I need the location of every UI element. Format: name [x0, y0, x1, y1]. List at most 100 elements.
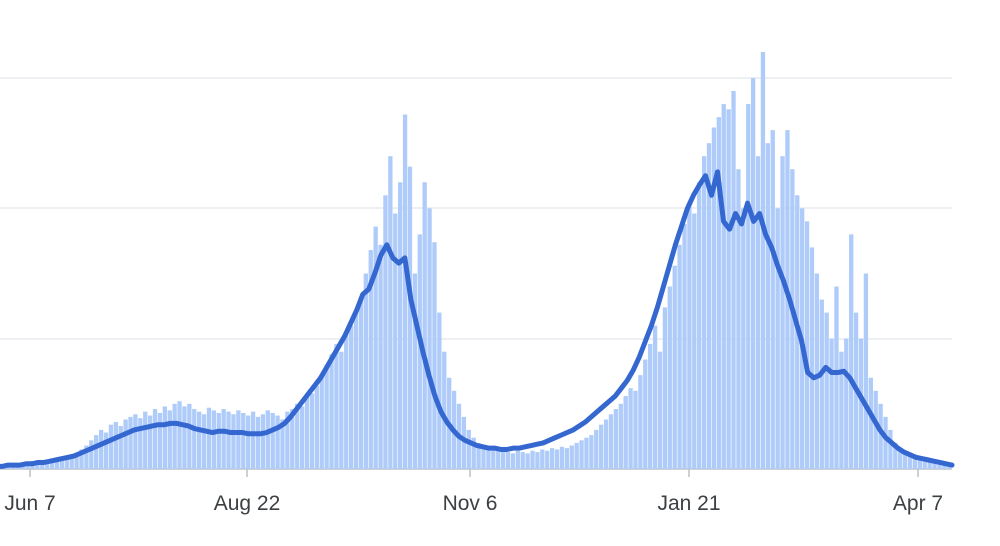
daily-bar — [304, 396, 310, 469]
daily-bar — [398, 182, 403, 469]
daily-bar — [809, 247, 815, 469]
daily-bar — [412, 273, 418, 469]
daily-bar — [878, 403, 883, 469]
daily-bar — [437, 312, 442, 469]
daily-bar — [505, 452, 511, 469]
daily-bar — [942, 463, 947, 469]
daily-bar — [716, 117, 721, 469]
daily-bar — [275, 415, 280, 469]
daily-bar — [270, 412, 275, 469]
daily-bar — [133, 414, 138, 469]
daily-bar — [177, 401, 182, 469]
daily-bar — [486, 448, 491, 469]
daily-bar — [780, 156, 785, 469]
daily-bar — [608, 414, 614, 469]
daily-bar — [5, 466, 11, 469]
daily-bar — [285, 411, 290, 469]
daily-bar — [172, 403, 177, 469]
daily-bar — [574, 442, 579, 469]
daily-bar — [358, 296, 364, 469]
daily-bar — [417, 234, 422, 469]
daily-bar — [559, 446, 565, 469]
x-axis: Jun 7 Aug 22 Nov 6 Jan 21 Apr 7 — [4, 469, 943, 515]
daily-bar — [344, 333, 349, 469]
daily-bar — [741, 208, 746, 469]
average-line-layer — [0, 169, 955, 469]
daily-bar — [393, 213, 398, 469]
daily-bar — [388, 156, 393, 469]
daily-bar — [883, 416, 888, 469]
daily-bar — [113, 422, 118, 469]
daily-bar — [54, 459, 60, 469]
daily-bar — [922, 458, 927, 469]
daily-bar — [672, 265, 677, 469]
daily-bar — [844, 338, 849, 469]
daily-bar — [35, 462, 40, 469]
daily-bar — [819, 299, 824, 469]
daily-bar — [927, 459, 932, 469]
daily-bar — [569, 445, 574, 469]
daily-bar — [623, 396, 628, 469]
daily-bar — [775, 208, 780, 469]
daily-bar — [697, 182, 702, 469]
daily-bar — [432, 242, 437, 469]
daily-bar — [667, 286, 672, 469]
x-tick-label: Apr 7 — [893, 492, 943, 515]
daily-bar — [628, 388, 633, 469]
daily-bar — [907, 453, 913, 469]
daily-bar — [192, 409, 197, 469]
daily-bar — [731, 91, 736, 469]
daily-bar — [260, 414, 266, 469]
daily-bar — [98, 429, 104, 469]
daily-bar — [804, 221, 810, 469]
daily-bar — [147, 415, 153, 469]
daily-bar — [197, 411, 202, 469]
daily-bar — [201, 414, 207, 469]
daily-bar — [84, 445, 89, 469]
daily-bar — [59, 457, 65, 469]
daily-bar — [579, 440, 584, 469]
daily-bar — [721, 104, 726, 469]
daily-bar — [510, 453, 516, 469]
daily-bar — [932, 461, 937, 469]
daily-bar — [662, 307, 668, 469]
daily-bar — [157, 412, 163, 469]
daily-bar — [64, 458, 69, 469]
daily-bar — [481, 445, 486, 469]
daily-bar — [839, 351, 844, 469]
daily-bar — [829, 338, 834, 469]
daily-bar — [402, 114, 408, 470]
daily-bar — [652, 325, 658, 469]
daily-bar — [530, 450, 535, 469]
daily-bar — [540, 449, 545, 469]
x-tick-label: Aug 22 — [214, 492, 281, 515]
x-tick-label: Jan 21 — [657, 492, 720, 515]
daily-bar — [515, 450, 520, 469]
daily-bar — [89, 440, 94, 469]
daily-bar — [868, 377, 873, 469]
daily-bar — [255, 416, 261, 469]
daily-bar — [594, 429, 599, 469]
daily-bar — [535, 452, 540, 469]
daily-bar — [25, 463, 30, 469]
daily-bar — [525, 453, 530, 469]
daily-bar — [902, 452, 908, 469]
daily-bar — [687, 203, 692, 469]
daily-bar — [589, 435, 594, 469]
daily-bar — [471, 437, 476, 469]
daily-bar — [167, 410, 172, 469]
daily-bar — [79, 449, 84, 469]
daily-bar — [118, 425, 123, 469]
daily-bar — [814, 273, 820, 469]
daily-bar — [226, 411, 231, 469]
daily-bar — [339, 351, 344, 469]
daily-bar — [466, 429, 471, 469]
daily-bar — [613, 409, 619, 469]
daily-bar — [211, 410, 217, 469]
daily-bar — [643, 359, 648, 469]
daily-bar — [152, 409, 158, 469]
daily-bar — [348, 325, 354, 469]
daily-bar — [873, 390, 878, 469]
daily-bar — [162, 406, 167, 469]
